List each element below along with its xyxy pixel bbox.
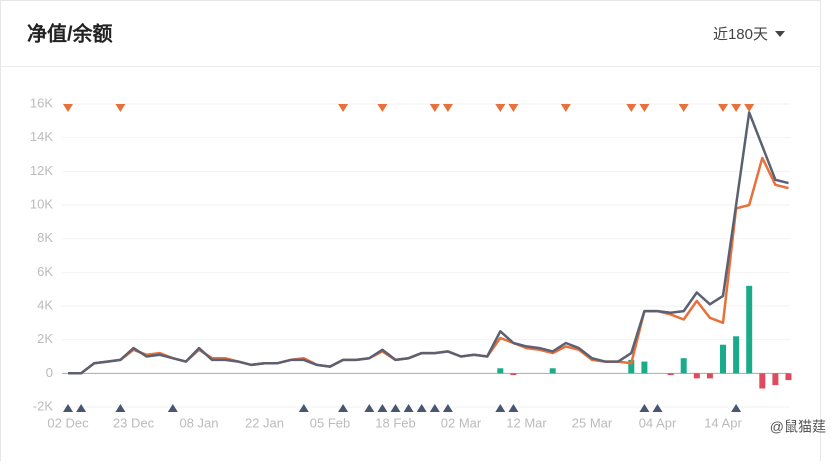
y-tick-label: -2K: [33, 398, 54, 413]
flow-bar: [510, 373, 517, 376]
y-tick-label: 10K: [30, 196, 53, 211]
buy-marker: [364, 404, 375, 412]
flow-bar: [746, 285, 753, 374]
flow-bar: [733, 336, 740, 374]
buy-marker: [731, 404, 742, 412]
y-tick-label: 0: [46, 365, 53, 380]
sell-marker: [495, 104, 506, 112]
flow-bar: [549, 368, 556, 374]
flow-bar: [706, 373, 713, 379]
sell-marker: [560, 104, 571, 112]
x-tick-label: 12 Mar: [506, 415, 547, 430]
x-tick-label: 22 Jan: [245, 415, 284, 430]
flow-bar: [693, 373, 700, 379]
buy-marker: [377, 404, 388, 412]
sell-marker: [508, 104, 519, 112]
x-tick-label: 23 Dec: [113, 415, 155, 430]
sell-marker: [63, 104, 73, 112]
sell-marker: [744, 104, 755, 112]
y-tick-label: 6K: [37, 264, 53, 279]
x-tick-label: 04 Apr: [639, 415, 677, 430]
watermark: @鼠猫莛: [770, 419, 826, 435]
buy-marker: [390, 404, 401, 412]
range-selector[interactable]: 近180天: [713, 26, 785, 43]
y-tick-label: 8K: [37, 230, 53, 245]
flow-bar: [720, 344, 726, 374]
flow-bar: [497, 368, 504, 374]
series-line: [68, 111, 789, 375]
buy-marker: [338, 404, 349, 412]
sell-marker: [429, 104, 440, 112]
sell-marker: [718, 104, 728, 112]
buy-marker: [115, 404, 126, 412]
flow-bar: [641, 361, 648, 374]
x-tick-label: 18 Feb: [375, 415, 415, 430]
buy-marker: [429, 404, 440, 412]
sell-marker: [731, 104, 742, 112]
flow-bar: [628, 359, 635, 374]
sell-marker: [639, 104, 650, 112]
y-tick-label: 4K: [37, 297, 53, 312]
buy-marker: [639, 404, 650, 412]
buy-marker: [63, 404, 73, 412]
x-tick-label: 14 Apr: [704, 415, 742, 430]
range-label[interactable]: 近180天: [713, 26, 768, 43]
buy-marker: [167, 404, 178, 412]
buy-marker: [403, 404, 414, 412]
flow-bar: [680, 358, 687, 374]
x-tick-label: 25 Mar: [572, 415, 613, 430]
sell-marker: [626, 104, 637, 112]
y-tick-label: 14K: [30, 129, 53, 144]
y-tick-label: 2K: [37, 331, 53, 346]
x-tick-label: 02 Mar: [441, 415, 482, 430]
buy-marker: [298, 404, 309, 412]
flow-bar: [667, 373, 674, 376]
flow-bar: [785, 373, 792, 381]
sell-marker: [115, 104, 126, 112]
buy-marker: [508, 404, 519, 412]
y-tick-label: 16K: [30, 95, 53, 110]
x-tick-label: 05 Feb: [310, 415, 350, 430]
buy-marker: [416, 404, 427, 412]
y-tick-label: 12K: [30, 163, 53, 178]
flow-bar: [772, 373, 779, 386]
sell-marker: [442, 104, 453, 112]
buy-marker: [652, 404, 663, 412]
x-tick-label: 02 Dec: [47, 415, 89, 430]
sell-marker: [338, 104, 349, 112]
dropdown-arrow[interactable]: [775, 31, 785, 37]
buy-marker: [495, 404, 506, 412]
buy-marker: [442, 404, 453, 412]
buy-marker: [76, 404, 87, 412]
card-title: 净值/余额: [27, 21, 113, 45]
x-tick-label: 08 Jan: [179, 415, 218, 430]
flow-bar: [759, 373, 766, 389]
sell-marker: [678, 104, 689, 112]
sell-marker: [377, 104, 388, 112]
